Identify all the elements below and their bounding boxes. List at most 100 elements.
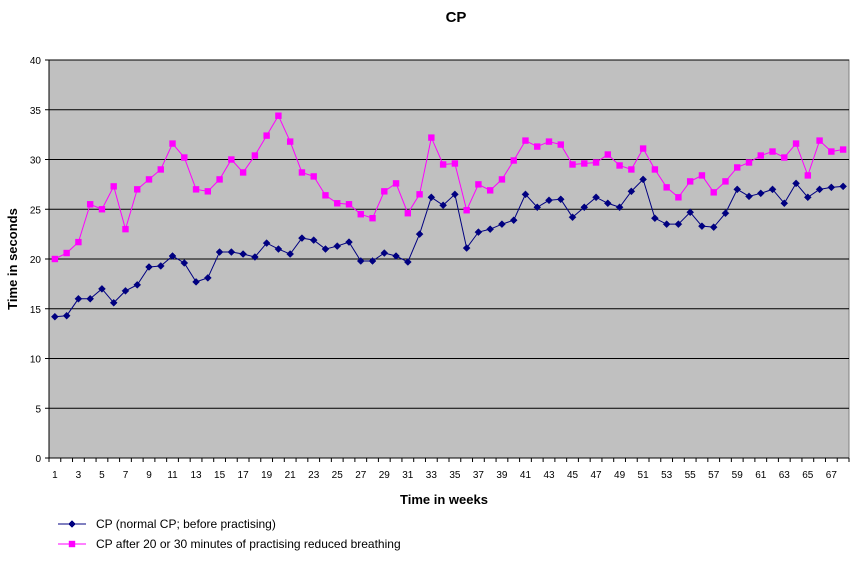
series-2-point xyxy=(734,164,741,171)
series-1-point xyxy=(439,201,447,210)
series-2-point xyxy=(651,166,659,173)
gridlines xyxy=(45,59,849,459)
x-tick-label: 47 xyxy=(590,470,602,481)
series-1-point xyxy=(392,252,400,260)
diamond-marker-icon xyxy=(68,520,76,528)
x-tick-label: 33 xyxy=(426,470,438,481)
series-1-point xyxy=(251,253,259,261)
x-tick-label: 27 xyxy=(355,470,367,481)
series-2-point xyxy=(686,178,694,185)
series-2-point xyxy=(169,140,176,147)
series-1-point xyxy=(709,223,718,232)
series-1-point xyxy=(521,190,530,199)
x-tick-label: 23 xyxy=(308,470,320,481)
legend-label: CP (normal CP; before practising) xyxy=(96,517,276,531)
series-1-point xyxy=(486,225,495,234)
x-tick-label: 59 xyxy=(732,470,744,481)
series-1-point xyxy=(192,278,200,286)
series-2-point xyxy=(181,154,188,161)
series-1-point xyxy=(827,183,836,192)
series-2-point xyxy=(569,161,576,168)
series-2-point xyxy=(63,249,70,257)
series-2-point xyxy=(675,194,682,201)
series-2-point xyxy=(498,176,506,183)
series-1-point xyxy=(580,203,589,212)
series-2-point xyxy=(298,169,306,176)
y-tick-label: 20 xyxy=(30,255,42,266)
x-axis-title: Time in weeks xyxy=(400,492,488,507)
series-2-point xyxy=(722,178,729,185)
x-tick-label: 31 xyxy=(402,470,414,481)
series-1-point xyxy=(333,242,342,250)
series-2-point xyxy=(604,151,612,158)
series-2-point xyxy=(192,186,200,193)
legend: CP (normal CP; before practising) CP afte… xyxy=(58,517,401,551)
y-tick-label: 30 xyxy=(30,156,42,167)
series-2-point xyxy=(134,186,141,193)
series-2-point xyxy=(581,160,588,167)
series-1-point xyxy=(674,220,683,229)
series-2-point xyxy=(98,206,106,213)
x-tick-label: 13 xyxy=(190,470,202,481)
series-1-point xyxy=(168,252,177,260)
x-tick-label: 39 xyxy=(496,470,508,481)
y-tick-labels: 0 5 10 15 20 25 30 35 40 xyxy=(30,56,42,465)
series-2-point xyxy=(51,255,59,263)
series-1-point xyxy=(203,274,212,282)
series-2-point xyxy=(110,183,117,190)
series-2-point xyxy=(451,160,459,167)
x-tick-label: 1 xyxy=(52,470,58,481)
x-tick-label: 9 xyxy=(146,470,152,481)
x-tick-label: 45 xyxy=(567,470,579,481)
series-1-point xyxy=(380,249,389,257)
series-1-point xyxy=(745,192,753,201)
series-1-point xyxy=(639,175,647,184)
y-tick-label: 5 xyxy=(35,404,41,415)
series-2-point xyxy=(275,112,282,119)
series-1-point xyxy=(368,257,377,265)
series-1-point xyxy=(356,257,365,265)
series-2-point xyxy=(357,211,364,218)
series-2-point xyxy=(310,173,317,180)
series-2-point xyxy=(828,148,835,155)
chart-title: CP xyxy=(446,9,467,26)
series-1-point xyxy=(227,248,236,256)
x-tick-label: 55 xyxy=(685,470,697,481)
series-1-point xyxy=(98,284,106,293)
series-1-point xyxy=(403,258,412,266)
series-1-point xyxy=(756,189,765,198)
series-1-point xyxy=(498,220,506,229)
series-1-point xyxy=(686,208,695,217)
x-tick-label: 41 xyxy=(520,470,532,481)
series-2-point xyxy=(416,191,423,198)
series-2-point xyxy=(475,181,482,188)
series-1-point xyxy=(262,239,271,247)
series-2-point xyxy=(381,188,388,195)
x-tick-label: 49 xyxy=(614,470,626,481)
series-1-point xyxy=(545,196,553,205)
series-1-point xyxy=(215,248,224,256)
series-2-point xyxy=(204,188,212,195)
x-tick-label: 11 xyxy=(167,470,178,481)
series-1-point xyxy=(51,312,59,321)
series-2-point xyxy=(428,134,435,141)
series-2-point xyxy=(628,166,635,173)
series-1-point xyxy=(568,213,577,222)
series-1-point xyxy=(145,263,153,271)
x-tick-label: 53 xyxy=(661,470,673,481)
series-1-point xyxy=(239,250,247,258)
series-1-point xyxy=(74,294,83,303)
y-tick-label: 15 xyxy=(30,305,42,316)
series-1-point xyxy=(556,195,565,204)
x-tick-labels: 1 3 5 7 9 11 13 15 17 19 21 23 25 27 29 31 33 35 37 39 41 43 4… xyxy=(52,470,837,481)
series-1-point xyxy=(345,238,353,246)
x-tick-label: 3 xyxy=(76,470,82,481)
series-1-point xyxy=(733,185,742,194)
series-1-point xyxy=(651,214,659,223)
x-tick-label: 29 xyxy=(379,470,391,481)
y-tick-label: 25 xyxy=(30,205,42,216)
x-tick-label: 19 xyxy=(261,470,273,481)
series-1-point xyxy=(533,203,542,212)
series-1-point xyxy=(462,244,471,252)
series-2-point xyxy=(486,187,494,194)
